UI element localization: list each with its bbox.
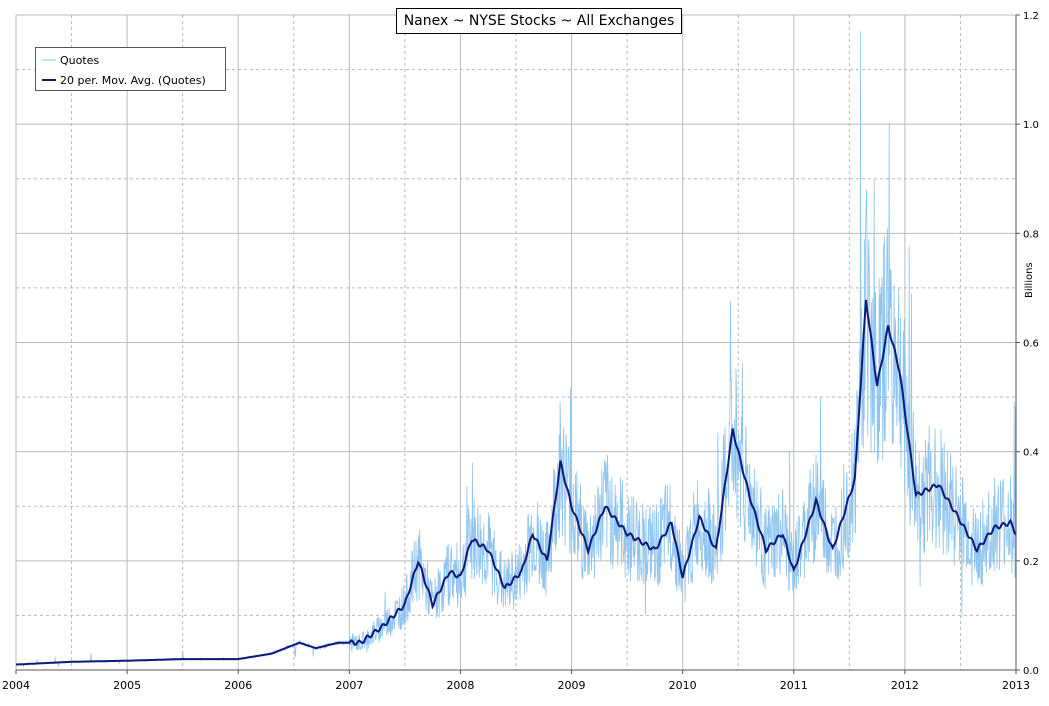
y-tick-label: 1.2 <box>1023 11 1039 22</box>
y-tick-label: 0.6 <box>1023 339 1039 350</box>
legend-item-moving-average: 20 per. Mov. Avg. (Quotes) <box>42 73 206 87</box>
legend-swatch-moving-average <box>42 79 56 81</box>
x-axis-ticks: 2004 2005 2006 2007 2008 2009 2010 2011 2012 2013 <box>2 670 1030 692</box>
x-tick-label: 2006 <box>224 679 252 692</box>
chart-title: Nanex ~ NYSE Stocks ~ All Exchanges <box>396 8 682 34</box>
y-axis-ticks: 0.0 0.2 0.4 0.6 0.8 1.0 1.2 <box>1016 11 1039 677</box>
legend: Quotes 20 per. Mov. Avg. (Quotes) <box>35 47 226 91</box>
y-tick-label: 0.4 <box>1023 448 1039 459</box>
y-axis-label: Billions <box>1024 262 1035 298</box>
x-tick-label: 2012 <box>891 679 919 692</box>
legend-item-quotes: Quotes <box>42 53 99 67</box>
x-tick-label: 2004 <box>2 679 30 692</box>
y-tick-label: 0.0 <box>1023 666 1039 677</box>
legend-swatch-quotes <box>42 59 56 61</box>
x-tick-label: 2005 <box>113 679 141 692</box>
x-tick-label: 2007 <box>335 679 363 692</box>
x-tick-label: 2010 <box>669 679 697 692</box>
x-tick-label: 2008 <box>446 679 474 692</box>
x-tick-label: 2013 <box>1002 679 1030 692</box>
y-tick-label: 0.8 <box>1023 229 1039 240</box>
legend-label-moving-average: 20 per. Mov. Avg. (Quotes) <box>60 73 206 87</box>
grid-lines <box>15 14 1017 671</box>
y-tick-label: 1.0 <box>1023 120 1039 131</box>
series-quotes <box>15 31 1017 667</box>
y-tick-label: 0.2 <box>1023 557 1039 568</box>
x-tick-label: 2011 <box>780 679 808 692</box>
x-tick-label: 2009 <box>558 679 586 692</box>
legend-label-quotes: Quotes <box>60 53 100 67</box>
moving-average-line <box>16 299 1017 666</box>
series-moving-average <box>16 299 1017 666</box>
quotes-line <box>15 31 1017 667</box>
